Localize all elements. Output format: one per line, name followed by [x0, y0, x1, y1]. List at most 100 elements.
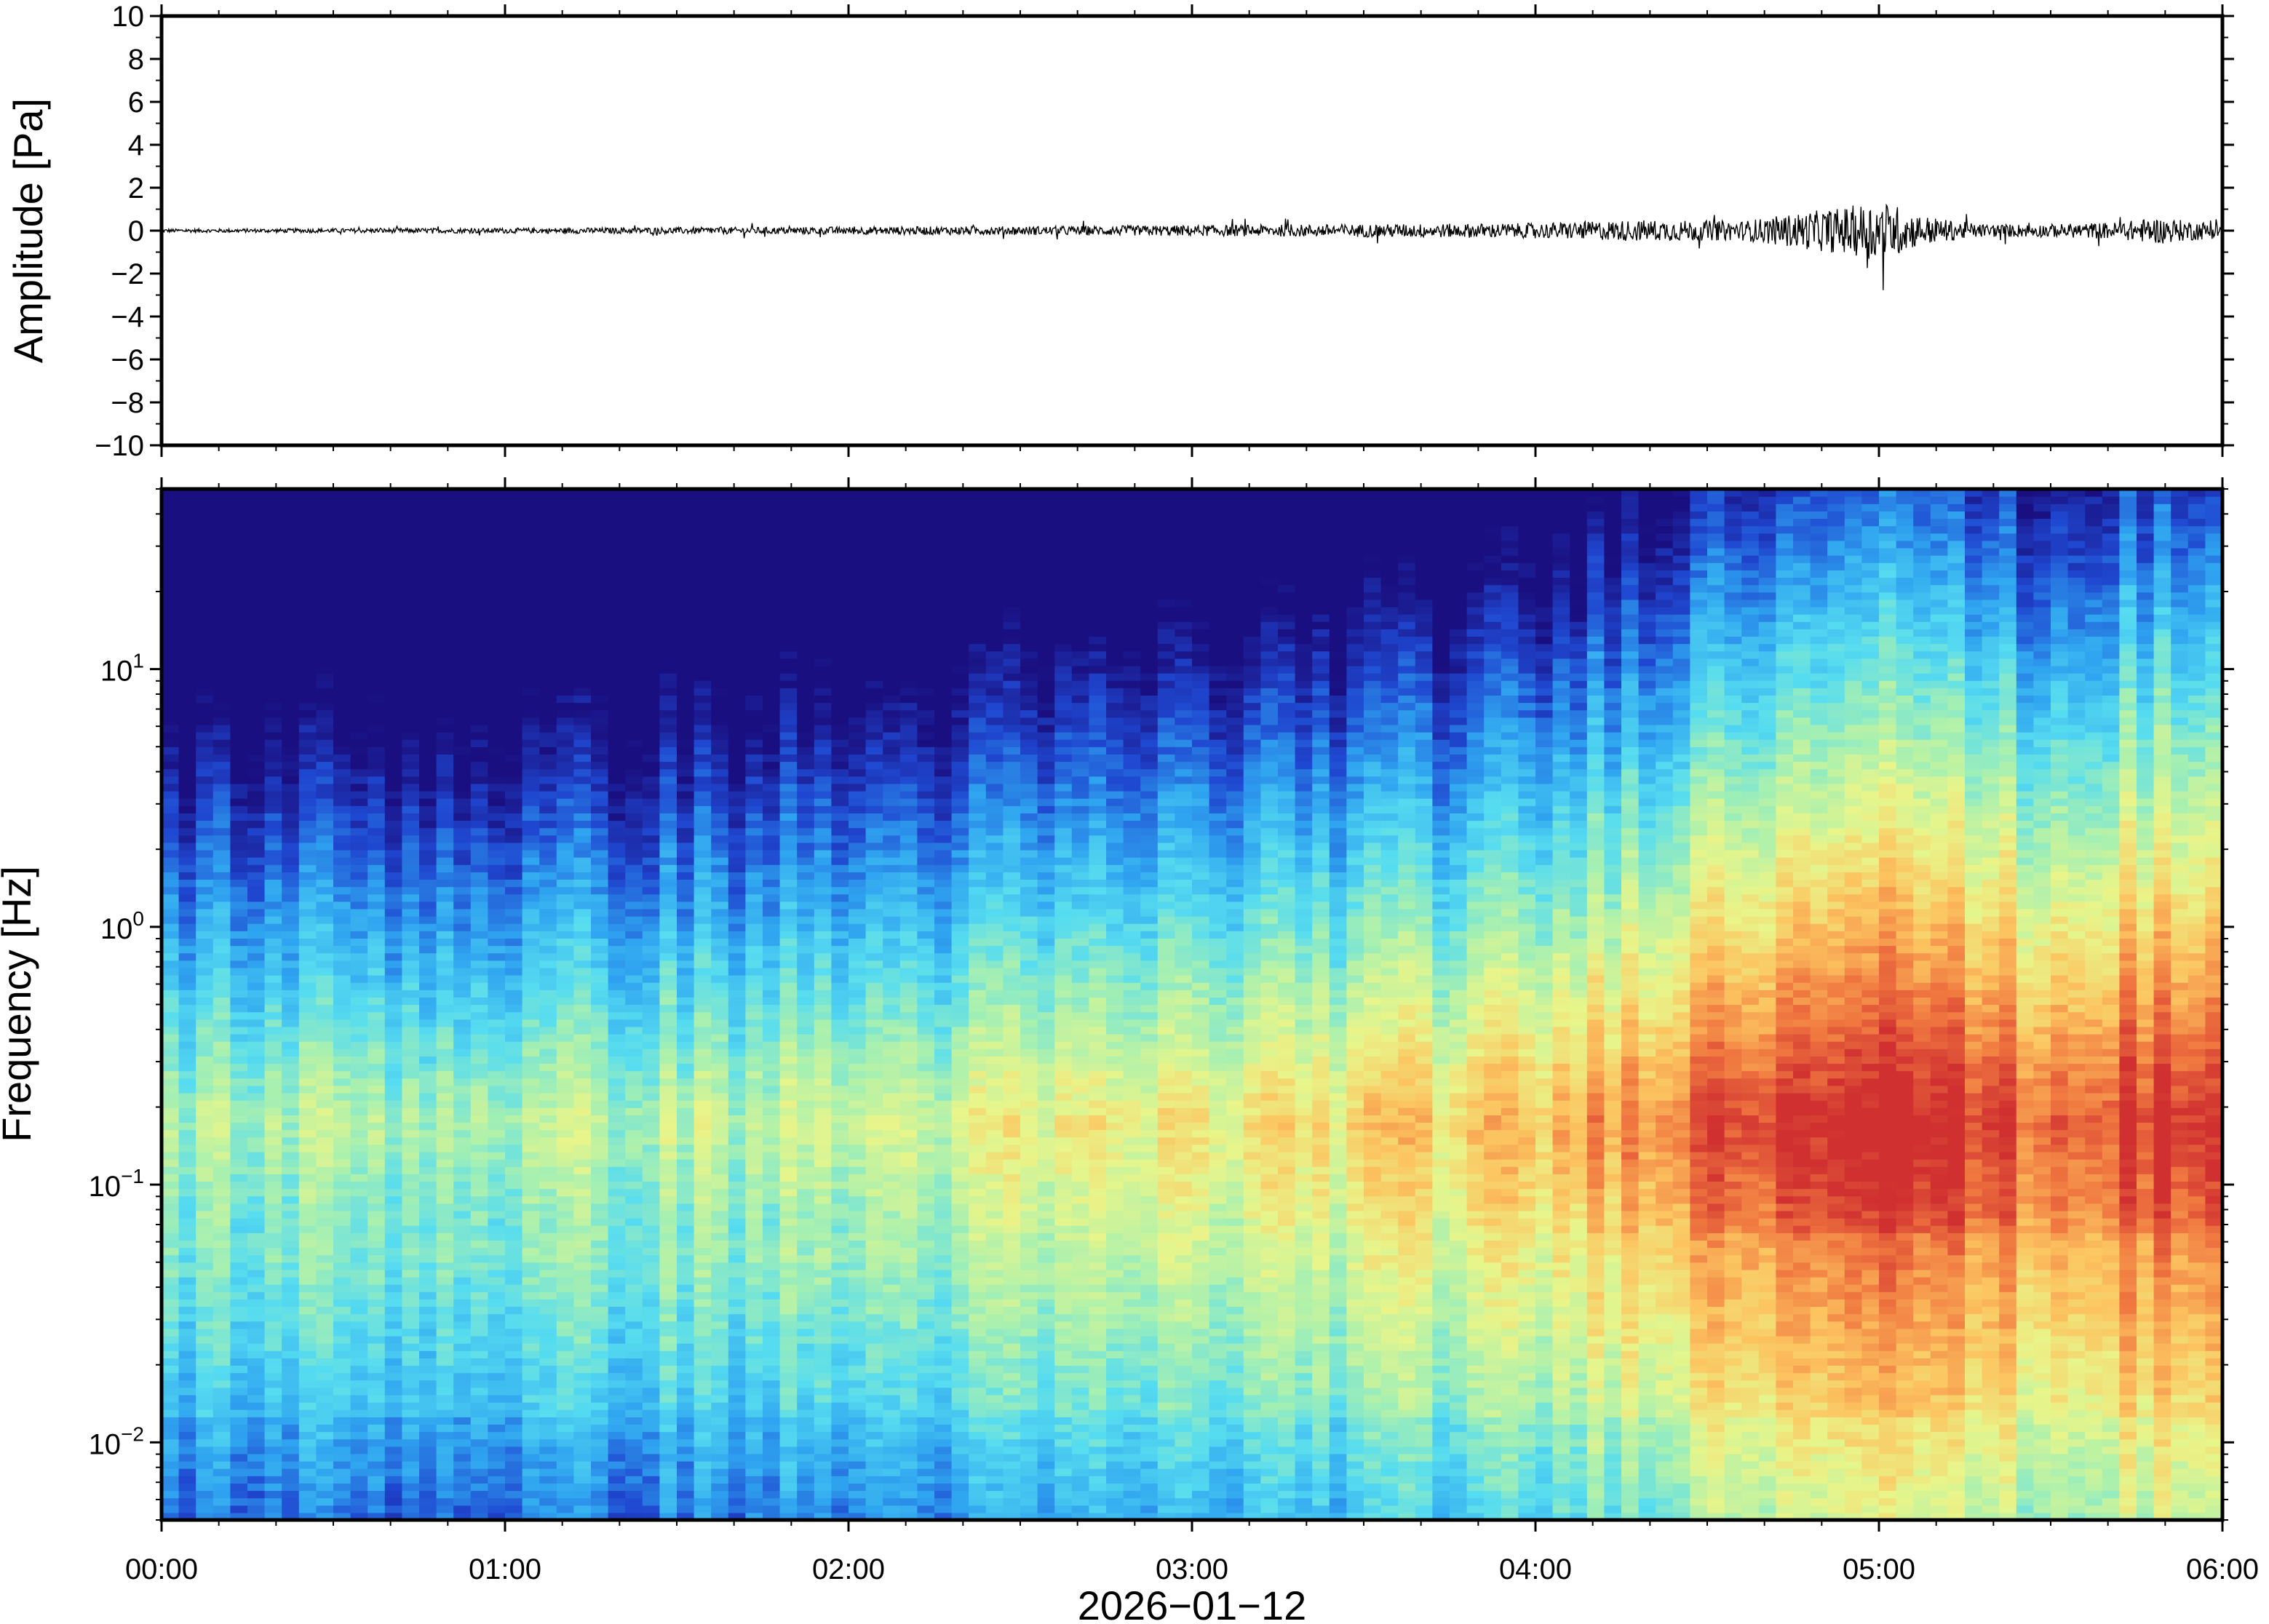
spectrogram-cell — [333, 732, 351, 740]
spectrogram-cell — [402, 1063, 420, 1072]
spectrogram-cell — [453, 1041, 472, 1049]
spectrogram-cell — [436, 1284, 454, 1292]
spectrogram-cell — [436, 1166, 454, 1174]
spectrogram-cell — [247, 849, 266, 858]
spectrogram-cell — [591, 790, 609, 799]
spectrogram-cell — [436, 724, 454, 733]
spectrogram-cell — [212, 629, 231, 637]
spectrogram-cell — [384, 1240, 402, 1249]
spectrogram-cell — [230, 908, 248, 917]
spectrogram-cell — [367, 783, 386, 792]
spectrogram-cell — [316, 1365, 334, 1374]
spectrogram-cell — [316, 813, 334, 821]
spectrogram-cell — [230, 1011, 248, 1020]
spectrogram-cell — [230, 945, 248, 954]
spectrogram-cell — [367, 592, 386, 600]
spectrogram-cell — [384, 967, 402, 976]
spectrogram-cell — [728, 872, 746, 880]
spectrogram-cell — [488, 614, 506, 622]
spectrogram-cell — [178, 599, 196, 608]
spectrogram-cell — [162, 835, 180, 843]
spectrogram-cell — [677, 938, 695, 947]
spectrogram-cell — [419, 1063, 437, 1072]
spectrogram-cell — [333, 754, 351, 763]
spectrogram-cell — [298, 1468, 317, 1476]
spectrogram-cell — [642, 606, 660, 615]
spectrogram-cell — [436, 827, 454, 836]
spectrogram-cell — [728, 893, 746, 902]
spectrogram-cell — [212, 1328, 231, 1337]
spectrogram-cell — [659, 1188, 677, 1197]
spectrogram-cell — [264, 1299, 282, 1307]
spectrogram-cell — [264, 1269, 282, 1278]
spectrogram-cell — [488, 761, 506, 770]
spectrogram-cell — [745, 1254, 763, 1263]
spectrogram-cell — [573, 1174, 592, 1182]
spectrogram-cell — [677, 923, 695, 931]
spectrogram-cell — [677, 1461, 695, 1469]
spectrogram-cell — [642, 1424, 660, 1433]
spectrogram-cell — [488, 1100, 506, 1108]
spectrogram-cell — [711, 562, 729, 570]
spectrogram-cell — [677, 1380, 695, 1388]
spectrogram-cell — [711, 1468, 729, 1476]
spectrogram-cell — [419, 650, 437, 659]
spectrogram-cell — [659, 1468, 677, 1476]
spectrogram-cell — [711, 827, 729, 836]
spectrogram-cell — [333, 857, 351, 865]
spectrogram-cell — [625, 1372, 643, 1381]
spectrogram-cell — [162, 650, 180, 659]
spectrogram-cell — [212, 1358, 231, 1366]
spectrogram-cell — [591, 1011, 609, 1020]
spectrogram-cell — [505, 724, 523, 733]
spectrogram-cell — [677, 739, 695, 747]
spectrogram-cell — [316, 805, 334, 813]
spectrogram-cell — [162, 916, 180, 924]
spectrogram-cell — [247, 1070, 266, 1079]
spectrogram-cell — [573, 1512, 592, 1521]
spectrogram-cell — [659, 1100, 677, 1108]
spectrogram-cell — [212, 990, 231, 998]
spectrogram-cell — [677, 783, 695, 792]
spectrogram-cell — [522, 1041, 540, 1049]
spectrogram-cell — [196, 813, 214, 821]
spectrogram-cell — [488, 643, 506, 652]
spectrogram-cell — [230, 1254, 248, 1263]
spectrogram-cell — [419, 1026, 437, 1035]
spectrogram-cell — [488, 1254, 506, 1263]
spectrogram-cell — [367, 1100, 386, 1108]
spectrogram-cell — [591, 1092, 609, 1101]
spectrogram-cell — [728, 1159, 746, 1167]
spectrogram-cell — [470, 1033, 488, 1042]
spectrogram-cell — [539, 1085, 557, 1094]
spectrogram-cell — [316, 636, 334, 645]
spectrogram-cell — [556, 1195, 574, 1204]
spectrogram-cell — [264, 1402, 282, 1410]
spectrogram-cell — [282, 1233, 300, 1241]
spectrogram-cell — [556, 960, 574, 968]
spectrogram-cell — [230, 1151, 248, 1160]
spectrogram-cell — [402, 1417, 420, 1425]
spectrogram-cell — [711, 1092, 729, 1101]
spectrogram-cell — [625, 606, 643, 615]
spectrogram-cell — [522, 547, 540, 556]
spectrogram-cell — [367, 1321, 386, 1329]
spectrogram-cell — [522, 1078, 540, 1086]
spectrogram-cell — [711, 1210, 729, 1219]
spectrogram-cell — [384, 1476, 402, 1484]
spectrogram-cell — [298, 982, 317, 990]
spectrogram-cell — [436, 1188, 454, 1197]
spectrogram-cell — [694, 1380, 712, 1388]
spectrogram-cell — [608, 916, 626, 924]
spectrogram-cell — [539, 1313, 557, 1322]
spectrogram-cell — [196, 1188, 214, 1197]
spectrogram-cell — [178, 805, 196, 813]
spectrogram-cell — [539, 1225, 557, 1233]
spectrogram-cell — [298, 1365, 317, 1374]
spectrogram-cell — [505, 1210, 523, 1219]
spectrogram-cell — [419, 827, 437, 836]
spectrogram-cell — [711, 1070, 729, 1079]
spectrogram-cell — [608, 975, 626, 983]
spectrogram-cell — [745, 1195, 763, 1204]
spectrogram-cell — [333, 1063, 351, 1072]
